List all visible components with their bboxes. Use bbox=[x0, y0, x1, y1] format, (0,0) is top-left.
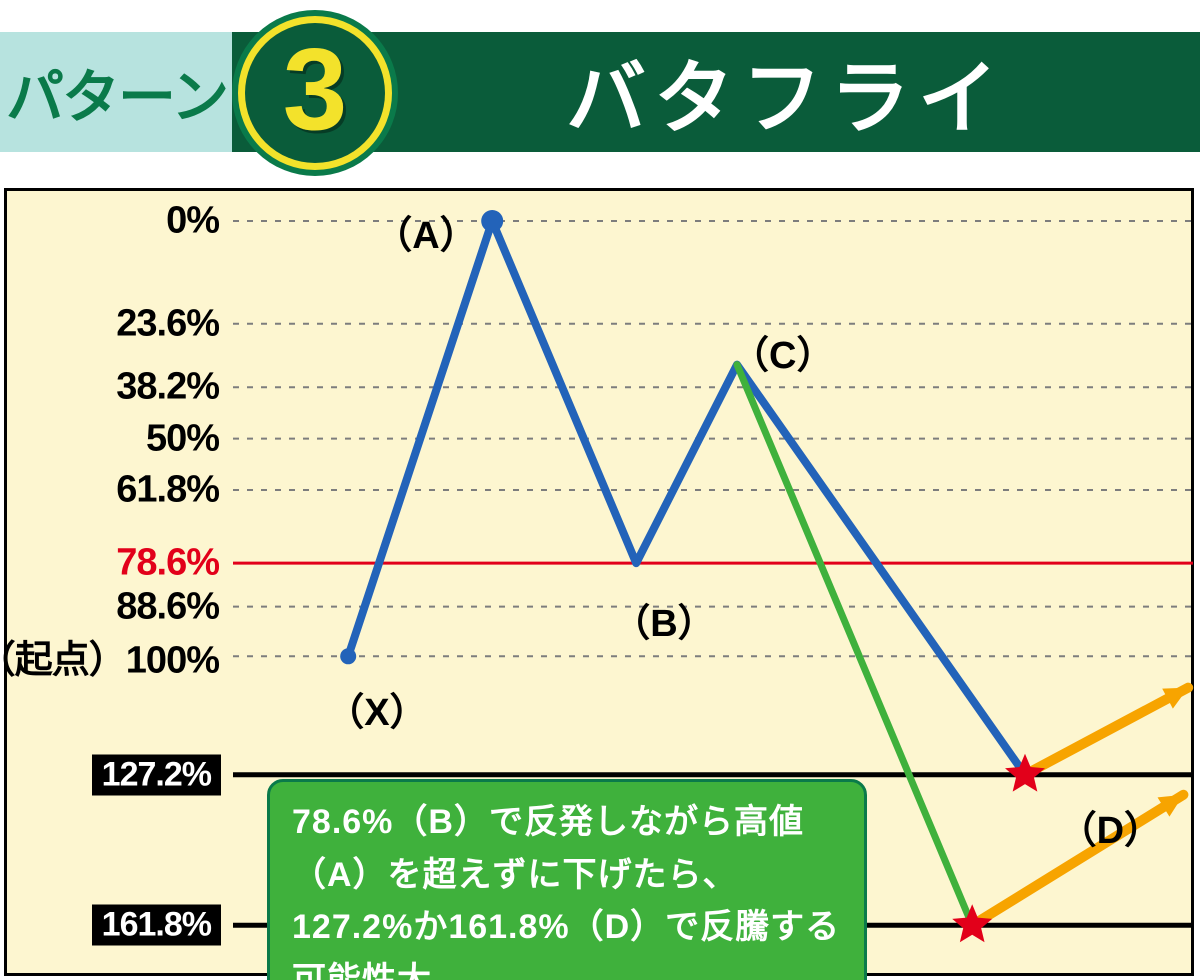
y-tick-label: 50% bbox=[146, 417, 219, 460]
pattern-label: パターン bbox=[6, 50, 227, 134]
pattern-badge-inner: 3 bbox=[245, 23, 385, 163]
pattern-number: 3 bbox=[283, 31, 348, 147]
description-box: 78.6%（B）で反発しながら高値（A）を超えずに下げたら、127.2%か161… bbox=[267, 779, 867, 980]
y-tick-label: 38.2% bbox=[116, 366, 219, 409]
y-tick-label: 0% bbox=[166, 200, 219, 243]
y-tick-label: （起点）100% bbox=[0, 629, 219, 684]
point-label-C: （C） bbox=[731, 324, 834, 379]
header-left: パターン bbox=[0, 32, 232, 152]
point-label-B: （B） bbox=[612, 592, 715, 647]
description-text: 78.6%（B）で反発しながら高値（A）を超えずに下げたら、127.2%か161… bbox=[292, 803, 840, 980]
header: パターン バタフライ bbox=[0, 32, 1200, 152]
pattern-title: バタフライ bbox=[566, 34, 1006, 150]
point-label-A: （A） bbox=[374, 204, 477, 259]
y-tick-label-boxed: 161.8% bbox=[92, 905, 221, 946]
y-tick-label: 88.6% bbox=[116, 585, 219, 628]
y-tick-label: 23.6% bbox=[116, 302, 219, 345]
y-tick-label-boxed: 127.2% bbox=[92, 754, 221, 795]
point-label-D: （D） bbox=[1059, 799, 1162, 854]
chart-container: 0%23.6%38.2%50%61.8%78.6%88.6%（起点）100%12… bbox=[4, 188, 1194, 976]
pattern-badge: 3 bbox=[232, 10, 398, 176]
y-tick-label: 78.6% bbox=[116, 542, 219, 585]
y-tick-label: 61.8% bbox=[116, 469, 219, 512]
point-label-X: （X） bbox=[326, 681, 427, 736]
